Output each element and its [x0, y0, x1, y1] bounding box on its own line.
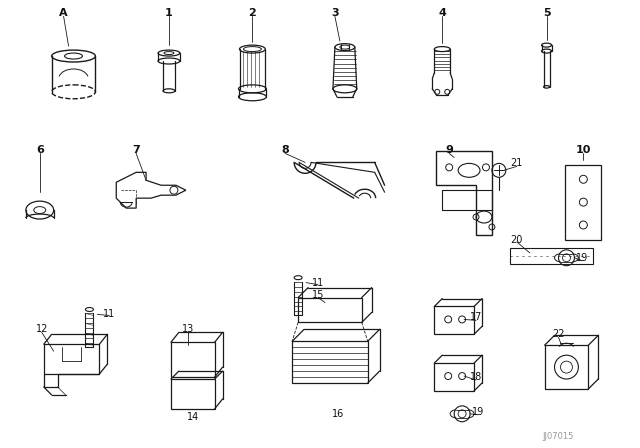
Text: 19: 19 [472, 407, 484, 417]
Text: 13: 13 [182, 324, 194, 334]
Text: 14: 14 [187, 412, 199, 422]
Bar [292, 341, 368, 383]
Text: 6: 6 [36, 146, 44, 155]
Bar [442, 190, 492, 210]
Text: JJ07015: JJ07015 [543, 432, 574, 441]
Bar [44, 344, 99, 374]
Text: 21: 21 [511, 159, 523, 168]
Text: 15: 15 [312, 289, 324, 300]
Text: 1: 1 [165, 9, 173, 18]
Bar [298, 297, 362, 323]
Text: 16: 16 [332, 409, 344, 419]
Bar [171, 379, 214, 409]
Text: 5: 5 [543, 9, 550, 18]
Text: 12: 12 [36, 324, 48, 334]
Text: 17: 17 [470, 312, 482, 323]
Text: 9: 9 [445, 146, 453, 155]
Text: 4: 4 [438, 9, 446, 18]
Text: 2: 2 [248, 9, 256, 18]
Text: 7: 7 [132, 146, 140, 155]
Bar [510, 248, 593, 264]
Text: A: A [60, 9, 68, 18]
Text: 10: 10 [575, 146, 591, 155]
Text: 20: 20 [511, 235, 523, 245]
Text: 3: 3 [331, 9, 339, 18]
Bar [566, 165, 601, 240]
Text: 11: 11 [312, 278, 324, 288]
Bar [435, 306, 474, 334]
Bar [435, 363, 474, 391]
Bar [545, 345, 588, 389]
Bar [171, 342, 214, 377]
Text: 19: 19 [576, 253, 589, 263]
Text: 8: 8 [282, 146, 289, 155]
Text: 18: 18 [470, 372, 482, 382]
Text: 11: 11 [103, 310, 115, 319]
Text: 22: 22 [552, 329, 564, 339]
